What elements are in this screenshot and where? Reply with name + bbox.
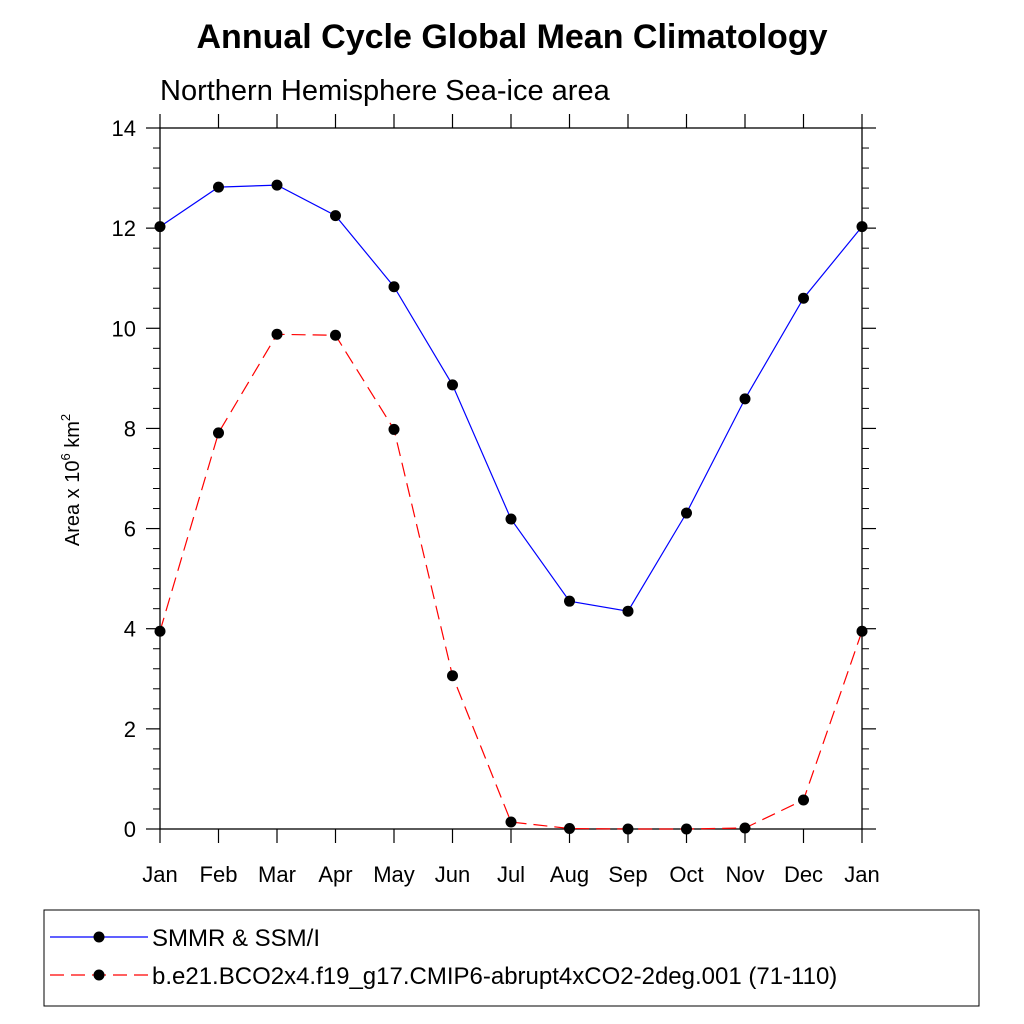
- chart-subtitle: Northern Hemisphere Sea-ice area: [160, 75, 611, 107]
- series-1-point: [447, 670, 458, 682]
- series-0-point: [798, 292, 809, 304]
- y-tick-label: 2: [124, 717, 136, 742]
- y-axis: 0 2 4 6 8 10 12 14: [112, 116, 876, 842]
- y-axis-label: Area x 106 km2: [58, 414, 84, 546]
- series-1-point: [388, 423, 400, 435]
- series-0-point: [622, 605, 634, 617]
- x-tick-label: Mar: [258, 862, 296, 887]
- series-1-point: [564, 822, 575, 834]
- series-1-point: [622, 823, 634, 835]
- legend-box: [43, 909, 980, 1007]
- series-line-1: [159, 333, 863, 830]
- chart-title: Annual Cycle Global Mean Climatology: [197, 18, 828, 56]
- y-axis-label-base: Area x 10: [62, 461, 84, 547]
- x-tick-label: Oct: [669, 862, 703, 887]
- series-1-point: [681, 823, 692, 835]
- y-tick-label: 12: [112, 216, 136, 241]
- series-0-point: [505, 513, 517, 525]
- x-tick-label: Nov: [725, 862, 764, 887]
- series-1-point: [505, 816, 517, 828]
- x-tick-label: Jan: [142, 862, 177, 887]
- x-tick-label: Aug: [550, 862, 589, 887]
- series-0-point: [154, 221, 166, 233]
- x-axis: Jan Feb Mar Apr May Jun Jul Aug Sep Oct Nov Dec Jan: [142, 114, 880, 887]
- legend-marker-1: [93, 969, 105, 981]
- y-tick-label: 4: [124, 617, 136, 642]
- x-tick-label: Jun: [435, 862, 470, 887]
- y-axis-label-unit: km: [62, 421, 84, 453]
- legend-label-1: b.e21.BCO2x4.f19_g17.CMIP6-abrupt4xCO2-2…: [152, 963, 837, 990]
- series-1-point: [154, 625, 166, 637]
- series-0-point: [330, 210, 341, 222]
- y-tick-label: 10: [112, 316, 136, 341]
- x-tick-label: Dec: [784, 862, 823, 887]
- x-tick-label: Jul: [497, 862, 525, 887]
- legend: SMMR & SSM/I b.e21.BCO2x4.f19_g17.CMIP6-a…: [50, 925, 837, 990]
- series-layer: [154, 179, 868, 835]
- series-0-point: [213, 181, 224, 193]
- series-1-point: [798, 794, 809, 806]
- series-1-point: [213, 427, 224, 439]
- series-line-0: [159, 184, 863, 612]
- y-axis-label-exponent: 6: [58, 453, 73, 460]
- series-1-point: [739, 822, 751, 834]
- y-tick-label: 0: [124, 817, 136, 842]
- legend-marker-0: [93, 931, 105, 943]
- y-tick-label: 14: [112, 116, 136, 141]
- series-0-point: [564, 595, 575, 607]
- x-tick-label: Sep: [608, 862, 647, 887]
- plot-frame: [159, 127, 863, 830]
- series-1-point: [856, 625, 868, 637]
- x-tick-label: May: [373, 862, 415, 887]
- y-tick-label: 8: [124, 416, 136, 441]
- series-0-point: [739, 393, 751, 405]
- legend-label-0: SMMR & SSM/I: [152, 925, 320, 952]
- y-axis-label-unit-exponent: 2: [58, 414, 73, 421]
- x-tick-label: Apr: [318, 862, 352, 887]
- series-0-point: [388, 281, 400, 293]
- series-0-point: [856, 221, 868, 233]
- series-1-point: [330, 329, 341, 341]
- y-tick-label: 6: [124, 517, 136, 542]
- x-tick-label: Feb: [200, 862, 238, 887]
- series-0-point: [271, 179, 283, 191]
- series-1-point: [271, 328, 283, 340]
- series-0-point: [447, 379, 458, 391]
- series-0-point: [681, 507, 692, 519]
- x-tick-label: Jan: [844, 862, 879, 887]
